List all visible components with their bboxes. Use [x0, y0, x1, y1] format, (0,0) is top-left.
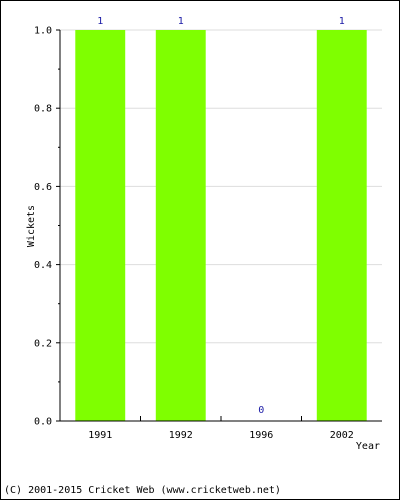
y-tick-label: 1.0 [34, 26, 52, 37]
data-label: 1 [178, 16, 184, 27]
y-tick-label: 0.4 [34, 260, 52, 271]
x-tick-label: 1992 [169, 430, 193, 441]
copyright-footer: (C) 2001-2015 Cricket Web (www.cricketwe… [4, 485, 281, 496]
y-tick-label: 0.6 [34, 182, 52, 193]
x-ticks: 1991 1992 1996 2002 [88, 416, 354, 441]
x-tick-label: 1991 [88, 430, 112, 441]
y-ticks: 0.0 0.2 0.4 0.6 0.8 1.0 [34, 26, 60, 428]
y-tick-label: 0.8 [34, 104, 52, 115]
data-label: 1 [97, 16, 103, 27]
bar [75, 30, 126, 421]
y-tick-label: 0.2 [34, 338, 52, 349]
bar [155, 30, 206, 421]
data-labels: 1 1 0 1 [97, 16, 345, 416]
x-tick-label: 2002 [330, 430, 354, 441]
bars [75, 30, 367, 421]
x-tick-label: 1996 [249, 430, 273, 441]
data-label: 0 [258, 405, 264, 416]
data-label: 1 [339, 16, 345, 27]
y-tick-label: 0.0 [34, 417, 52, 428]
bar [316, 30, 367, 421]
y-axis-label: Wickets [26, 205, 37, 247]
x-axis-label: Year [356, 441, 380, 452]
